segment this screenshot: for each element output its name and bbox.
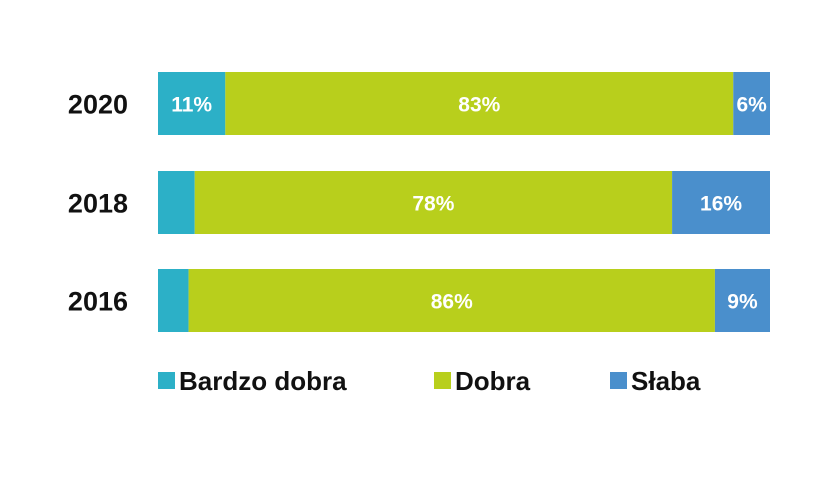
bar-segment-s-aba-2018 [672, 171, 770, 234]
bar-segment-s-aba-2020 [733, 72, 770, 135]
category-label-2020: 2020 [68, 90, 128, 120]
category-label-2018: 2018 [68, 189, 128, 219]
legend-item-s-aba: Słaba [610, 366, 701, 396]
bar-segment-dobra-2016 [188, 269, 715, 332]
legend-item-dobra: Dobra [434, 366, 531, 396]
category-labels-layer: 2020 2018 2016 [68, 90, 128, 317]
data-label-dobra-2020: 83% [458, 94, 500, 117]
bars-layer: 11% 83% 6% 78% 16% 86% 9% [158, 72, 770, 332]
data-label-dobra-2016: 86% [431, 291, 473, 314]
data-label-dobra-2018: 78% [412, 193, 454, 216]
legend-item-bardzo-dobra: Bardzo dobra [158, 366, 347, 396]
data-label-bardzo-dobra-2020: 11% [171, 94, 212, 117]
legend-label-dobra: Dobra [455, 366, 531, 396]
data-label-s-aba-2016: 9% [727, 291, 758, 314]
data-label-s-aba-2020: 6% [736, 94, 767, 117]
legend-swatch-bardzo-dobra [158, 372, 175, 389]
legend-swatch-dobra [434, 372, 451, 389]
legend-label-s-aba: Słaba [631, 366, 701, 396]
data-label-s-aba-2018: 16% [700, 193, 742, 216]
bar-segment-bardzo-dobra-2018 [158, 171, 195, 234]
bar-segment-dobra-2020 [225, 72, 734, 135]
legend: Bardzo dobra Dobra Słaba [158, 366, 701, 396]
legend-label-bardzo-dobra: Bardzo dobra [179, 366, 347, 396]
bar-segment-bardzo-dobra-2020 [158, 72, 226, 135]
legend-swatch-s-aba [610, 372, 627, 389]
bar-segment-s-aba-2016 [714, 269, 770, 332]
bar-segment-dobra-2018 [194, 171, 673, 234]
bar-segment-bardzo-dobra-2016 [158, 269, 189, 332]
category-label-2016: 2016 [68, 287, 128, 317]
